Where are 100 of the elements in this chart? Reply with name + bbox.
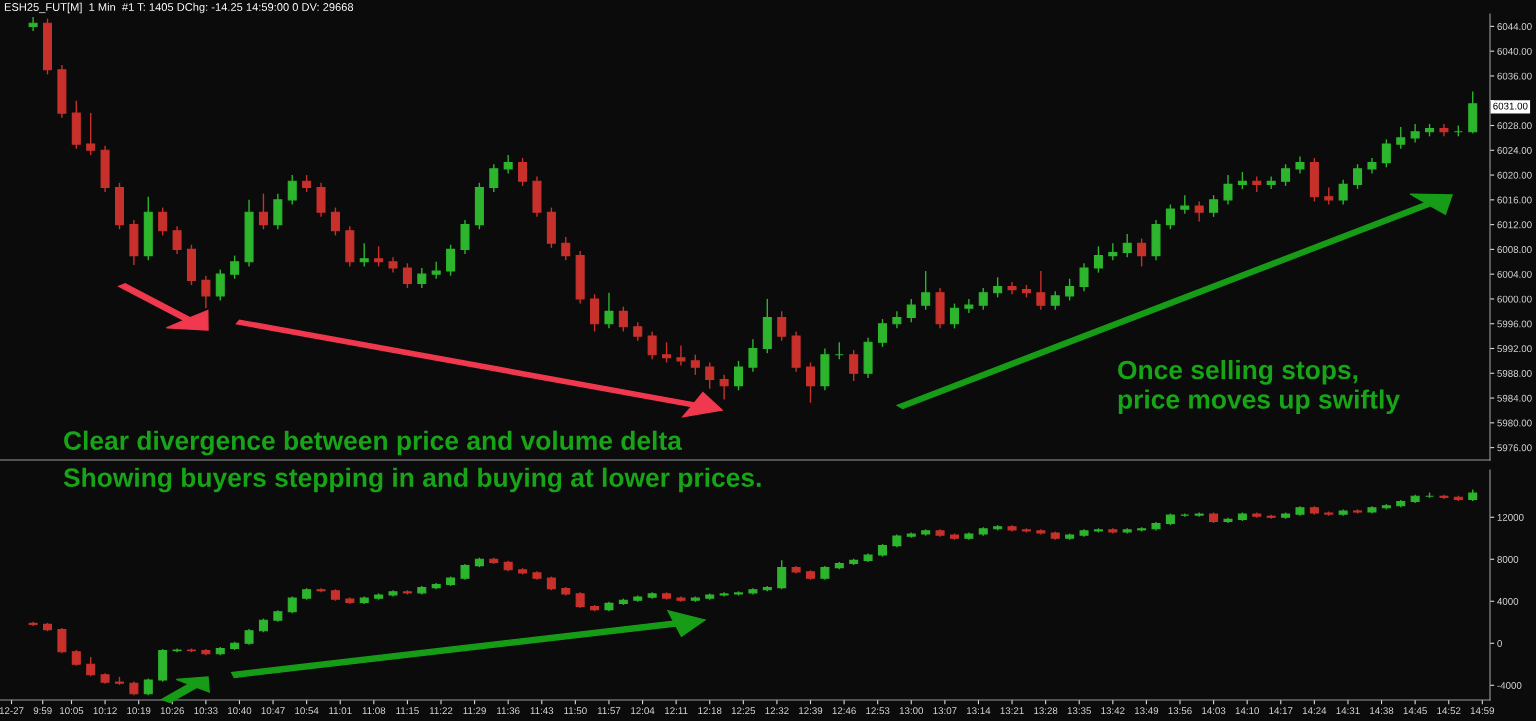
candlestick	[1381, 138, 1391, 169]
x-tick-label: 11:50	[564, 707, 587, 715]
y-tick-label: 6024.00	[1497, 147, 1532, 154]
x-tick-label: 10:19	[127, 707, 151, 715]
y-tick-label: 6036.00	[1497, 72, 1532, 80]
y-tick-label: 0	[1497, 640, 1502, 647]
candlestick	[978, 287, 988, 311]
y-tick-label: 5992.00	[1497, 345, 1532, 353]
candlestick	[1223, 174, 1233, 206]
x-tick-label: 14:10	[1235, 707, 1259, 715]
y-tick-label: 6016.00	[1497, 196, 1532, 204]
x-tick-label: 12:18	[698, 707, 722, 715]
x-tick-label: 13:28	[1034, 707, 1058, 715]
candlestick	[215, 268, 225, 302]
candlestick	[359, 242, 369, 268]
candlestick	[28, 16, 38, 32]
candlestick	[805, 361, 816, 404]
candlestick	[1093, 245, 1103, 274]
candlestick	[949, 302, 959, 330]
x-tick-label: 14:45	[1403, 707, 1427, 715]
y-tick-label: 5984.00	[1497, 394, 1532, 402]
x-tick-label: 13:07	[933, 707, 957, 715]
candlestick	[1065, 278, 1075, 302]
candlestick	[618, 305, 628, 333]
candlestick	[1194, 200, 1204, 223]
candlestick	[489, 163, 499, 193]
x-tick-label: 11:43	[530, 707, 554, 715]
x-tick-label: 10:54	[295, 707, 319, 715]
y-tick-label: 6044.00	[1497, 23, 1532, 31]
x-tick-label: 11:15	[396, 707, 419, 715]
x-tick-label: 13:56	[1168, 707, 1192, 715]
y-tick-label: 5988.00	[1497, 370, 1532, 377]
candlestick	[287, 174, 297, 206]
candlestick	[676, 344, 686, 367]
x-tick-label: 10:33	[194, 707, 218, 715]
x-tick-label: 10:26	[160, 707, 184, 715]
candlestick	[719, 374, 729, 401]
x-tick-label: 12-27	[0, 707, 24, 714]
candlestick	[201, 275, 211, 309]
candlestick	[604, 292, 614, 330]
annotation: 6031.00	[1493, 102, 1528, 110]
x-tick-label: 11:22	[429, 707, 453, 714]
candlestick	[1122, 233, 1132, 258]
x-tick-label: 12:11	[665, 707, 688, 714]
candlestick	[993, 276, 1003, 299]
x-tick-label: 13:42	[1101, 707, 1125, 715]
candlestick	[734, 360, 744, 392]
y-tick-label: 4000	[1497, 598, 1519, 605]
candlestick	[777, 310, 787, 342]
x-tick-label: 12:39	[799, 707, 823, 715]
x-tick-label: 11:36	[497, 707, 520, 715]
x-tick-label: 10:12	[93, 707, 117, 715]
y-tick-label: 6012.00	[1497, 221, 1532, 229]
y-tick-label: 6040.00	[1497, 47, 1532, 55]
candlestick	[705, 361, 715, 390]
candlestick	[230, 254, 240, 280]
x-tick-label: 14:52	[1437, 707, 1461, 715]
y-tick-label: 6020.00	[1497, 171, 1532, 179]
x-tick-label: 11:08	[362, 707, 386, 715]
candlestick	[446, 244, 456, 277]
x-tick-label: 13:49	[1135, 707, 1159, 715]
candlestick	[86, 112, 96, 156]
y-tick-label: 5976.00	[1497, 444, 1532, 452]
x-tick-label: 12:25	[731, 707, 756, 715]
candlestick	[158, 206, 168, 237]
x-tick-label: 14:31	[1336, 707, 1360, 715]
candlestick	[1050, 290, 1060, 311]
x-tick-label: 11:57	[597, 707, 621, 715]
y-tick-label: 6008.00	[1497, 246, 1532, 254]
candlestick	[503, 154, 513, 175]
y-tick-label: -4000	[1497, 682, 1522, 689]
candlestick	[1036, 270, 1046, 311]
x-tick-label: 11:29	[463, 707, 486, 715]
candlestick	[1079, 262, 1089, 292]
candlestick	[964, 298, 974, 314]
candlestick	[849, 349, 859, 382]
candlestick	[777, 559, 787, 590]
y-tick-label: 5996.00	[1497, 320, 1532, 328]
candlestick	[1353, 163, 1363, 190]
candlestick	[518, 157, 528, 187]
candlestick	[748, 338, 758, 373]
x-tick-label: 9:59	[33, 707, 52, 715]
x-tick-label: 12:46	[832, 707, 856, 715]
candlestick	[330, 206, 340, 237]
candlestick	[258, 192, 268, 230]
candlestick	[561, 236, 571, 261]
y-tick-label: 6028.00	[1497, 122, 1532, 130]
candlestick	[1165, 203, 1175, 230]
candlestick	[86, 656, 96, 678]
x-tick-label: 14:03	[1202, 707, 1226, 715]
y-tick-label: 6004.00	[1497, 270, 1532, 278]
candlestick	[1137, 237, 1147, 268]
x-tick-label: 12:04	[631, 707, 655, 715]
x-tick-label: 13:00	[899, 707, 924, 715]
candlestick	[633, 321, 643, 342]
candlestick	[417, 267, 427, 289]
candlestick	[57, 627, 67, 654]
candlestick	[662, 341, 672, 364]
x-tick-label: 12:53	[866, 707, 890, 715]
candlestick	[1007, 281, 1017, 295]
